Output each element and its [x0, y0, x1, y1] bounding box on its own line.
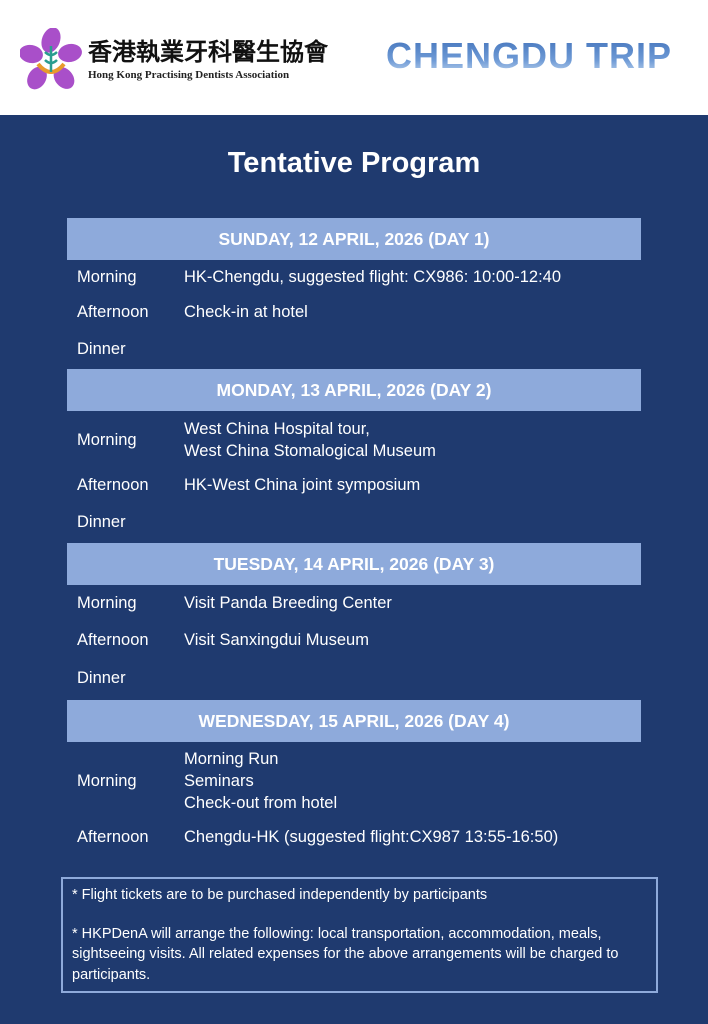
activity: Visit Panda Breeding Center [184, 592, 641, 614]
activity-line: Seminars [184, 772, 254, 790]
page-title: Tentative Program [227, 147, 481, 179]
note-arrangements: * HKPDenA will arrange the following: lo… [72, 925, 619, 983]
activity-line: West China Hospital tour, [184, 419, 370, 438]
trip-title: CHENGDU TRIP [386, 35, 673, 76]
day-heading: MONDAY, 13 APRIL, 2026 (DAY 2) [67, 369, 641, 411]
activity-line: HK-West China joint symposium [184, 476, 421, 494]
activity-line: Morning Run [184, 750, 279, 768]
schedule-row: Afternoon Check-in at hotel [67, 294, 641, 330]
activity-line: Check-in at hotel [184, 303, 308, 321]
notes-box: * Flight tickets are to be purchased ind… [61, 877, 658, 993]
time-label: Morning [77, 772, 137, 790]
time-label: Morning [77, 594, 137, 612]
activity: Morning Run Seminars Check-out from hotel [184, 748, 641, 814]
schedule-row: Dinner [67, 659, 641, 697]
time-label: Morning [77, 430, 137, 449]
schedule-row: Dinner [67, 330, 641, 368]
day-section: WEDNESDAY, 15 APRIL, 2026 (DAY 4) Morning… [67, 700, 641, 854]
activity: Check-in at hotel [184, 301, 641, 323]
day-section: MONDAY, 13 APRIL, 2026 (DAY 2) Morning Wes… [67, 369, 641, 542]
org-name-chinese: 香港執業牙科醫生協會 [88, 38, 328, 66]
activity-line: Visit Panda Breeding Center [184, 594, 392, 612]
schedule-row: Morning West China Hospital tour, West Chi… [67, 411, 641, 468]
schedule-row: Afternoon HK-West China joint symposium [67, 468, 641, 502]
day-section: SUNDAY, 12 APRIL, 2026 (DAY 1) Morning HK-… [67, 218, 641, 368]
activity: HK-West China joint symposium [184, 474, 641, 496]
org-name-english: Hong Kong Practising Dentists Associatio… [88, 69, 290, 81]
time-label: Dinner [77, 513, 126, 531]
association-logo [20, 28, 82, 90]
schedule-row: Morning Morning Run Seminars Check-out from… [67, 742, 641, 820]
note-flight: * Flight tickets are to be purchased ind… [72, 887, 488, 903]
activity-line: Check-out from hotel [184, 794, 338, 812]
time-label: Afternoon [77, 828, 149, 846]
day-heading: SUNDAY, 12 APRIL, 2026 (DAY 1) [67, 218, 641, 260]
time-label: Dinner [77, 669, 126, 687]
schedule-row: Afternoon Visit Sanxingdui Museum [67, 621, 641, 659]
time-label: Afternoon [77, 476, 149, 494]
activity-line: Visit Sanxingdui Museum [184, 631, 369, 649]
header: 香港執業牙科醫生協會 Hong Kong Practising Dentists… [0, 0, 708, 115]
day-heading: WEDNESDAY, 15 APRIL, 2026 (DAY 4) [67, 700, 641, 742]
time-label: Morning [77, 268, 137, 286]
time-label: Afternoon [77, 303, 149, 321]
day-section: TUESDAY, 14 APRIL, 2026 (DAY 3) Morning Vi… [67, 543, 641, 697]
activity: Chengdu-HK (suggested flight:CX987 13:55… [184, 826, 641, 848]
time-label: Afternoon [77, 631, 149, 649]
schedule-row: Dinner [67, 502, 641, 542]
activity-line: HK-Chengdu, suggested flight: CX986: 10:… [184, 268, 562, 286]
activity-line: Chengdu-HK (suggested flight:CX987 13:55… [184, 828, 559, 846]
time-label: Dinner [77, 340, 126, 358]
day-heading: TUESDAY, 14 APRIL, 2026 (DAY 3) [67, 543, 641, 585]
activity: West China Hospital tour, West China Stom… [184, 418, 641, 462]
activity: HK-Chengdu, suggested flight: CX986: 10:… [184, 266, 641, 288]
schedule-row: Morning Visit Panda Breeding Center [67, 585, 641, 621]
schedule-row: Afternoon Chengdu-HK (suggested flight:CX… [67, 820, 641, 854]
activity-line: West China Stomalogical Museum [184, 441, 436, 460]
activity: Visit Sanxingdui Museum [184, 629, 641, 651]
schedule-row: Morning HK-Chengdu, suggested flight: CX9… [67, 260, 641, 294]
